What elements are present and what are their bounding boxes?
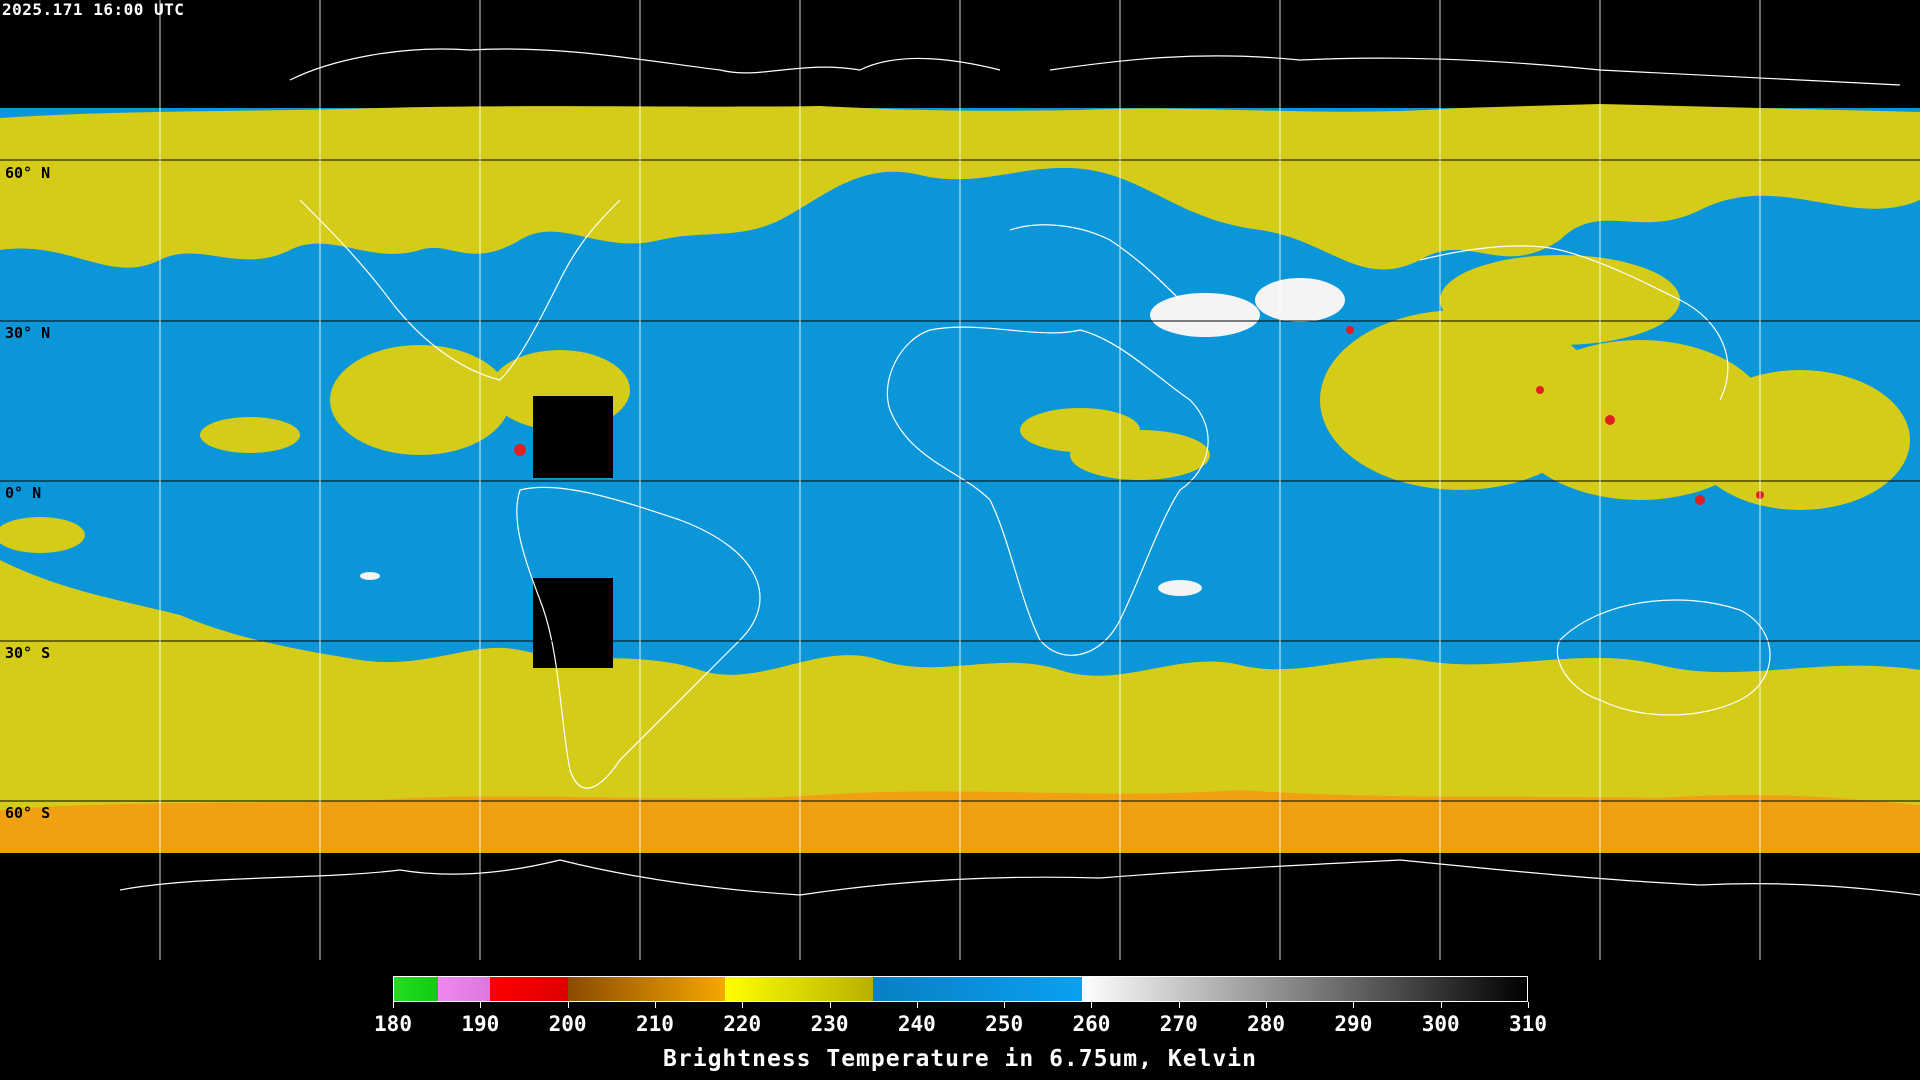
colorbar-tick-mark xyxy=(916,1002,918,1008)
colorbar-tick-mark xyxy=(1266,1002,1268,1008)
colorbar-tick-label: 260 xyxy=(1072,1012,1111,1036)
latitude-label-30s: 30° S xyxy=(5,644,51,662)
colorbar-tick-mark xyxy=(1353,1002,1355,1008)
colorbar-tick-mark xyxy=(1178,1002,1180,1008)
colorbar-tick-label: 230 xyxy=(810,1012,849,1036)
colorbar-tick-mark xyxy=(393,1002,394,1008)
colorbar-segment xyxy=(568,977,726,1001)
colorbar-segment xyxy=(725,977,874,1001)
latitude-label-60n: 60° N xyxy=(5,164,51,182)
satellite-map: 2025.171 16:00 UTC 60° N 30° N 0° N 30° … xyxy=(0,0,1920,960)
graticule-meridians xyxy=(159,0,1761,960)
colorbar-tick-label: 310 xyxy=(1509,1012,1547,1036)
missing-data-block xyxy=(533,396,613,478)
colorbar-tick-mark xyxy=(654,1002,656,1008)
colorbar-tick-mark xyxy=(1091,1002,1093,1008)
missing-data-block xyxy=(533,578,613,668)
colorbar-segment xyxy=(394,977,438,1001)
colorbar-tick-label: 220 xyxy=(723,1012,762,1036)
colorbar-segment xyxy=(437,977,490,1001)
colorbar-segment xyxy=(1082,977,1527,1001)
colorbar-tick-label: 270 xyxy=(1159,1012,1198,1036)
color-legend: 180 190 200 210 220 230 240 250 260 270 280 290 300 3… xyxy=(0,960,1920,1080)
colorbar-tick-label: 290 xyxy=(1334,1012,1373,1036)
coastlines xyxy=(119,48,1920,896)
water-vapor-imagery xyxy=(0,0,1920,960)
colorbar-tick-label: 210 xyxy=(635,1012,674,1036)
timestamp-label: 2025.171 16:00 UTC xyxy=(2,0,185,19)
latitude-label-0n: 0° N xyxy=(5,484,42,502)
colorbar-tick-mark xyxy=(480,1002,482,1008)
colorbar-tick-label: 250 xyxy=(985,1012,1024,1036)
latitude-label-60s: 60° S xyxy=(5,804,51,822)
colorbar-tick-label: 280 xyxy=(1247,1012,1286,1036)
colorbar xyxy=(393,976,1528,1002)
colorbar-tick-label: 240 xyxy=(897,1012,936,1036)
colorbar-segment xyxy=(489,977,569,1001)
colorbar-tick-label: 200 xyxy=(548,1012,587,1036)
latitude-label-30n: 30° N xyxy=(5,324,51,342)
colorbar-tick-mark xyxy=(1440,1002,1442,1008)
colorbar-tick-label: 190 xyxy=(461,1012,500,1036)
colorbar-tick-mark xyxy=(742,1002,744,1008)
colorbar-tick-mark xyxy=(1528,1002,1529,1008)
colorbar-tick-label: 300 xyxy=(1421,1012,1460,1036)
dry-air-patches xyxy=(360,278,1345,596)
colorbar-tick-mark xyxy=(567,1002,569,1008)
colorbar-tick-label: 180 xyxy=(374,1012,412,1036)
legend-title: Brightness Temperature in 6.75um, Kelvin xyxy=(663,1046,1257,1072)
colorbar-tick-mark xyxy=(1004,1002,1006,1008)
colorbar-segment xyxy=(873,977,1083,1001)
colorbar-tick-mark xyxy=(829,1002,831,1008)
